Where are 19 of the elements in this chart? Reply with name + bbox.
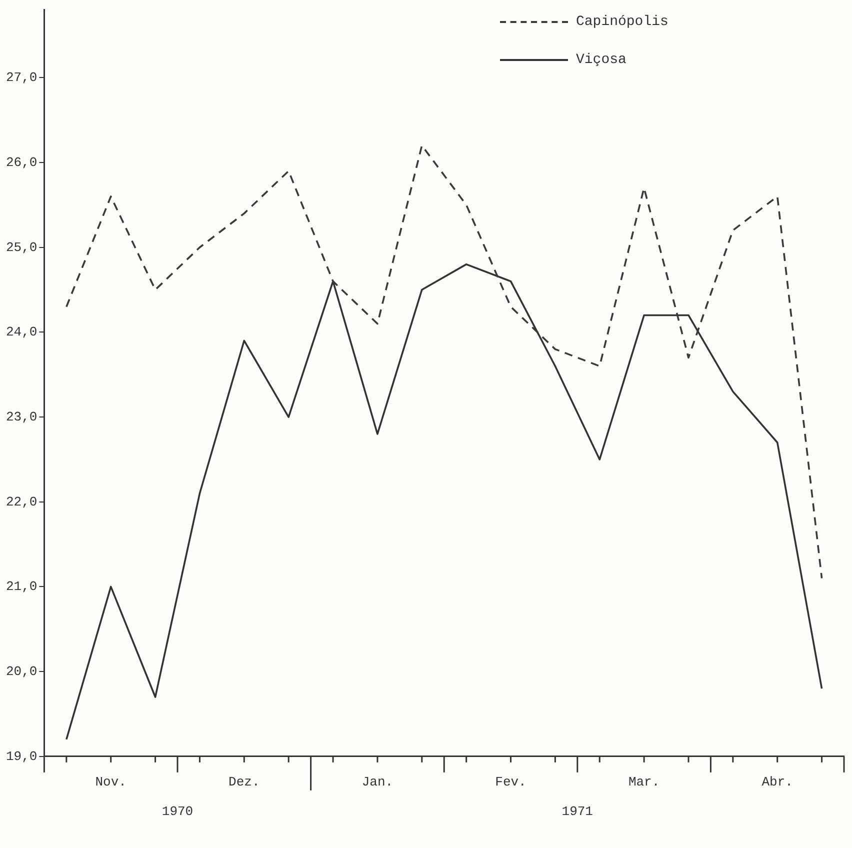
- x-tick-label: Fev.: [495, 774, 526, 790]
- x-tick-label: Dez.: [228, 774, 260, 790]
- x-tick-label: Mar.: [628, 774, 660, 790]
- y-tick-label: 20,0: [6, 664, 38, 679]
- y-tick-label: 26,0: [6, 154, 38, 170]
- y-tick-label: 24,0: [6, 324, 38, 340]
- x-tick-label: Abr.: [762, 774, 793, 790]
- legend-label: Capinópolis: [576, 14, 668, 30]
- y-tick-label: 19,0: [6, 748, 38, 764]
- text: 1970: [162, 804, 194, 820]
- x-tick-label: Jan.: [362, 774, 394, 790]
- y-tick-label: 21,0: [6, 579, 38, 594]
- y-tick-label: 27,0: [6, 70, 38, 86]
- text: 1971: [562, 804, 593, 820]
- legend-label: Viçosa: [576, 52, 626, 68]
- y-tick-label: 23,0: [6, 409, 38, 424]
- y-tick-label: 22,0: [6, 494, 38, 510]
- x-tick-label: Nov.: [95, 774, 126, 790]
- y-tick-label: 25,0: [6, 240, 38, 255]
